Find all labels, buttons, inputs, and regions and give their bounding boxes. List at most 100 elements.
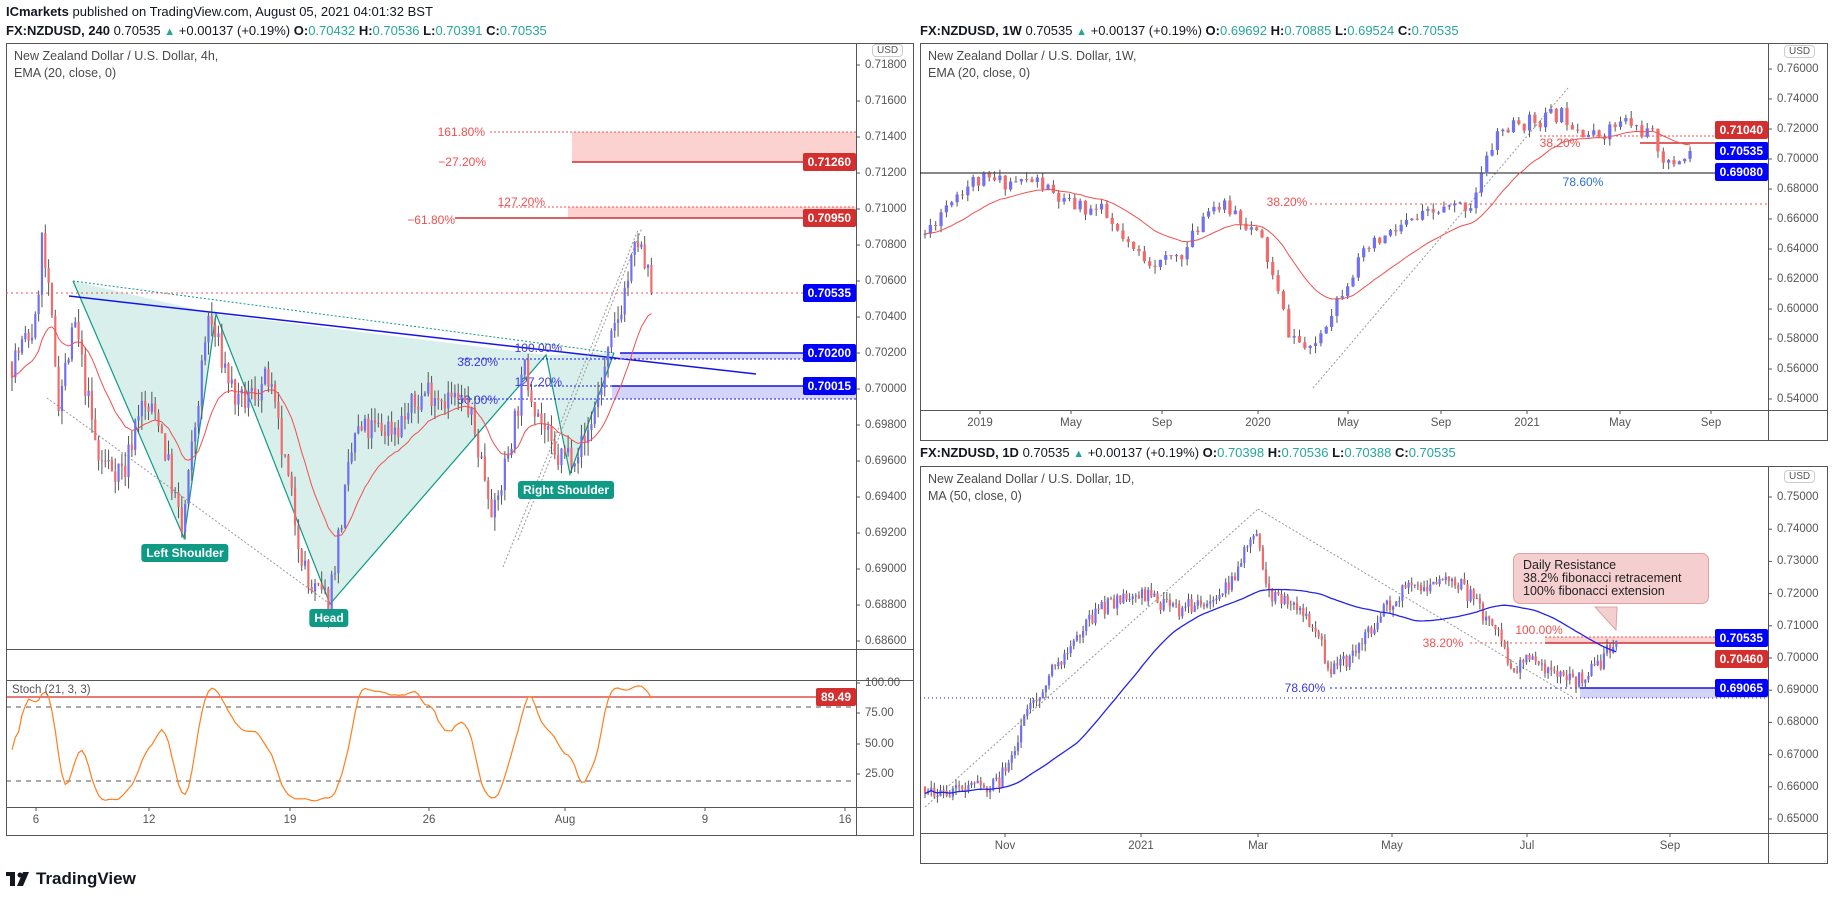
price-axis-label: 0.69800: [865, 419, 907, 431]
w1-candle: [1431, 209, 1435, 213]
h4-candle: [144, 401, 147, 407]
d1-candle: [1010, 755, 1013, 763]
d1-candle: [1475, 598, 1478, 600]
w1-candle: [1319, 333, 1323, 344]
w1-candle: [1356, 257, 1360, 278]
blue-zone-lower: [612, 386, 856, 399]
d1-candle: [1388, 600, 1392, 610]
h4-candle: [650, 264, 653, 293]
h4-candle: [120, 463, 123, 466]
d1-candle: [1243, 547, 1246, 563]
w1-candle: [1025, 179, 1029, 181]
axis-tick-marks: [35, 64, 1772, 837]
h4-candle: [34, 314, 37, 338]
h4-candle: [127, 444, 130, 478]
d1-candle: [1481, 603, 1485, 621]
d1-candle: [1004, 767, 1007, 772]
d1-indicator-legend[interactable]: MA (50, close, 0): [928, 489, 1022, 503]
h4-candle: [517, 410, 520, 416]
d1-candle: [1537, 661, 1540, 664]
price-axis-label: 0.70800: [865, 239, 907, 251]
stoch-legend[interactable]: Stoch (21, 3, 3): [12, 684, 91, 696]
d1-candle: [1330, 668, 1333, 675]
d1-candle: [1230, 576, 1233, 590]
d1-candle: [1277, 591, 1280, 595]
w1-candle: [1447, 205, 1451, 207]
price-axis-label: 0.76000: [1777, 63, 1819, 75]
w1-candle: [1479, 173, 1483, 193]
h4-candle: [403, 415, 407, 420]
price-axis-label: 0.72000: [1777, 587, 1819, 600]
w1-candle: [1404, 220, 1409, 225]
price-axis-label: 0.56000: [1777, 363, 1819, 375]
h4-candle: [184, 504, 187, 533]
d1-candle: [1063, 653, 1066, 665]
d1-candle: [1066, 653, 1069, 655]
w1-candle: [1560, 108, 1564, 123]
d1-candle: [1605, 645, 1609, 654]
d1-candle: [967, 785, 970, 791]
d1-candle: [1602, 653, 1605, 669]
d1-candle: [1051, 664, 1054, 676]
w1-candle: [1683, 158, 1687, 162]
w1-indicator-legend[interactable]: EMA (20, close, 0): [928, 66, 1031, 80]
h4-candle: [114, 471, 117, 482]
w1-candle: [1073, 198, 1077, 210]
h4-candle: [54, 315, 57, 367]
d1-candle: [1044, 685, 1047, 693]
h4-candle: [134, 420, 137, 450]
tradingview-logo[interactable]: TradingView: [36, 869, 136, 888]
h4-candle: [357, 426, 360, 434]
currency-badge[interactable]: USD: [1784, 45, 1816, 58]
d1-chart-title: New Zealand Dollar / U.S. Dollar, 1D,: [928, 472, 1135, 486]
price-axis-label: 0.68000: [1777, 183, 1819, 195]
d1-candle: [1264, 569, 1268, 584]
d1-candle: [985, 787, 989, 793]
h4-candle: [347, 461, 350, 485]
w1-candle: [1255, 227, 1259, 231]
currency-badge[interactable]: USD: [1784, 470, 1816, 483]
d1-candle: [1562, 671, 1565, 676]
price-axis-label: 0.71400: [865, 131, 907, 143]
d1-candle: [1054, 664, 1057, 667]
d1-candle: [1060, 661, 1063, 665]
callout-line: 100% fibonacci extension: [1523, 584, 1665, 598]
w1-candle: [1126, 239, 1130, 242]
price-tag-blue: 0.69080: [1714, 163, 1768, 181]
publisher-name[interactable]: ICmarkets: [6, 4, 69, 19]
h4-candle: [290, 475, 293, 488]
price-tag-red: 0.70950: [802, 209, 856, 227]
w1-candle: [1570, 125, 1574, 130]
d1-candle: [1013, 751, 1016, 756]
h4-candle: [457, 392, 460, 400]
h4-candle: [350, 452, 353, 462]
d1-candle: [1463, 579, 1466, 585]
h4-candle: [97, 440, 100, 461]
h4-candle: [167, 454, 170, 460]
d1-candle: [1035, 699, 1038, 702]
time-axis-label: May: [1337, 417, 1359, 429]
w1-candle: [955, 194, 959, 203]
h4-candle: [343, 484, 347, 529]
w1-candle: [1003, 175, 1007, 190]
d1-candle: [1370, 627, 1373, 634]
d1-candle: [1543, 663, 1547, 674]
d1-candle: [1209, 601, 1212, 604]
d1-candle: [1075, 635, 1078, 641]
h4-candle: [197, 405, 200, 428]
fib-label-161: 161.80%: [438, 125, 486, 139]
currency-badge[interactable]: USD: [872, 44, 904, 57]
d1-candle: [979, 780, 982, 785]
w1-candle: [960, 194, 965, 196]
h4-indicator-legend[interactable]: EMA (20, close, 0): [14, 66, 117, 80]
head-and-shoulders-pattern: [73, 281, 614, 604]
h4-candle: [210, 315, 213, 325]
price-axis-label: 0.71000: [1777, 619, 1819, 632]
d1-candle: [1171, 603, 1175, 607]
w1-candle: [1148, 261, 1152, 266]
h4-candle: [207, 315, 210, 343]
time-axis-label: May: [1381, 840, 1403, 852]
low: 0.69524: [1347, 23, 1395, 38]
h4-candle: [423, 393, 427, 396]
